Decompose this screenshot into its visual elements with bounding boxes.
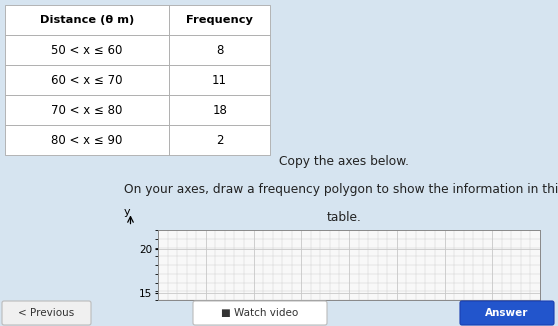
Text: Distance (θ m): Distance (θ m) xyxy=(40,15,134,25)
Text: < Previous: < Previous xyxy=(18,308,74,318)
Bar xyxy=(5,35,169,65)
Bar xyxy=(5,95,169,125)
Text: 2: 2 xyxy=(216,134,223,146)
Text: 80 < x ≤ 90: 80 < x ≤ 90 xyxy=(51,134,123,146)
Text: table.: table. xyxy=(326,211,362,224)
Bar xyxy=(169,5,270,35)
Text: 11: 11 xyxy=(212,73,227,86)
FancyBboxPatch shape xyxy=(193,301,327,325)
Text: Copy the axes below.: Copy the axes below. xyxy=(279,155,409,168)
Text: ■ Watch video: ■ Watch video xyxy=(222,308,299,318)
Bar xyxy=(5,65,169,95)
Text: 50 < x ≤ 60: 50 < x ≤ 60 xyxy=(51,43,123,56)
FancyBboxPatch shape xyxy=(2,301,91,325)
Text: y: y xyxy=(124,207,131,217)
Bar xyxy=(169,65,270,95)
Text: Answer: Answer xyxy=(485,308,528,318)
Bar xyxy=(5,125,169,155)
Bar xyxy=(169,35,270,65)
Text: On your axes, draw a frequency polygon to show the information in this: On your axes, draw a frequency polygon t… xyxy=(124,183,558,196)
Text: 60 < x ≤ 70: 60 < x ≤ 70 xyxy=(51,73,123,86)
Bar xyxy=(169,125,270,155)
Bar xyxy=(5,5,169,35)
Text: 8: 8 xyxy=(216,43,223,56)
FancyBboxPatch shape xyxy=(460,301,554,325)
Bar xyxy=(169,95,270,125)
Text: 70 < x ≤ 80: 70 < x ≤ 80 xyxy=(51,103,123,116)
Text: Frequency: Frequency xyxy=(186,15,253,25)
Text: 18: 18 xyxy=(212,103,227,116)
